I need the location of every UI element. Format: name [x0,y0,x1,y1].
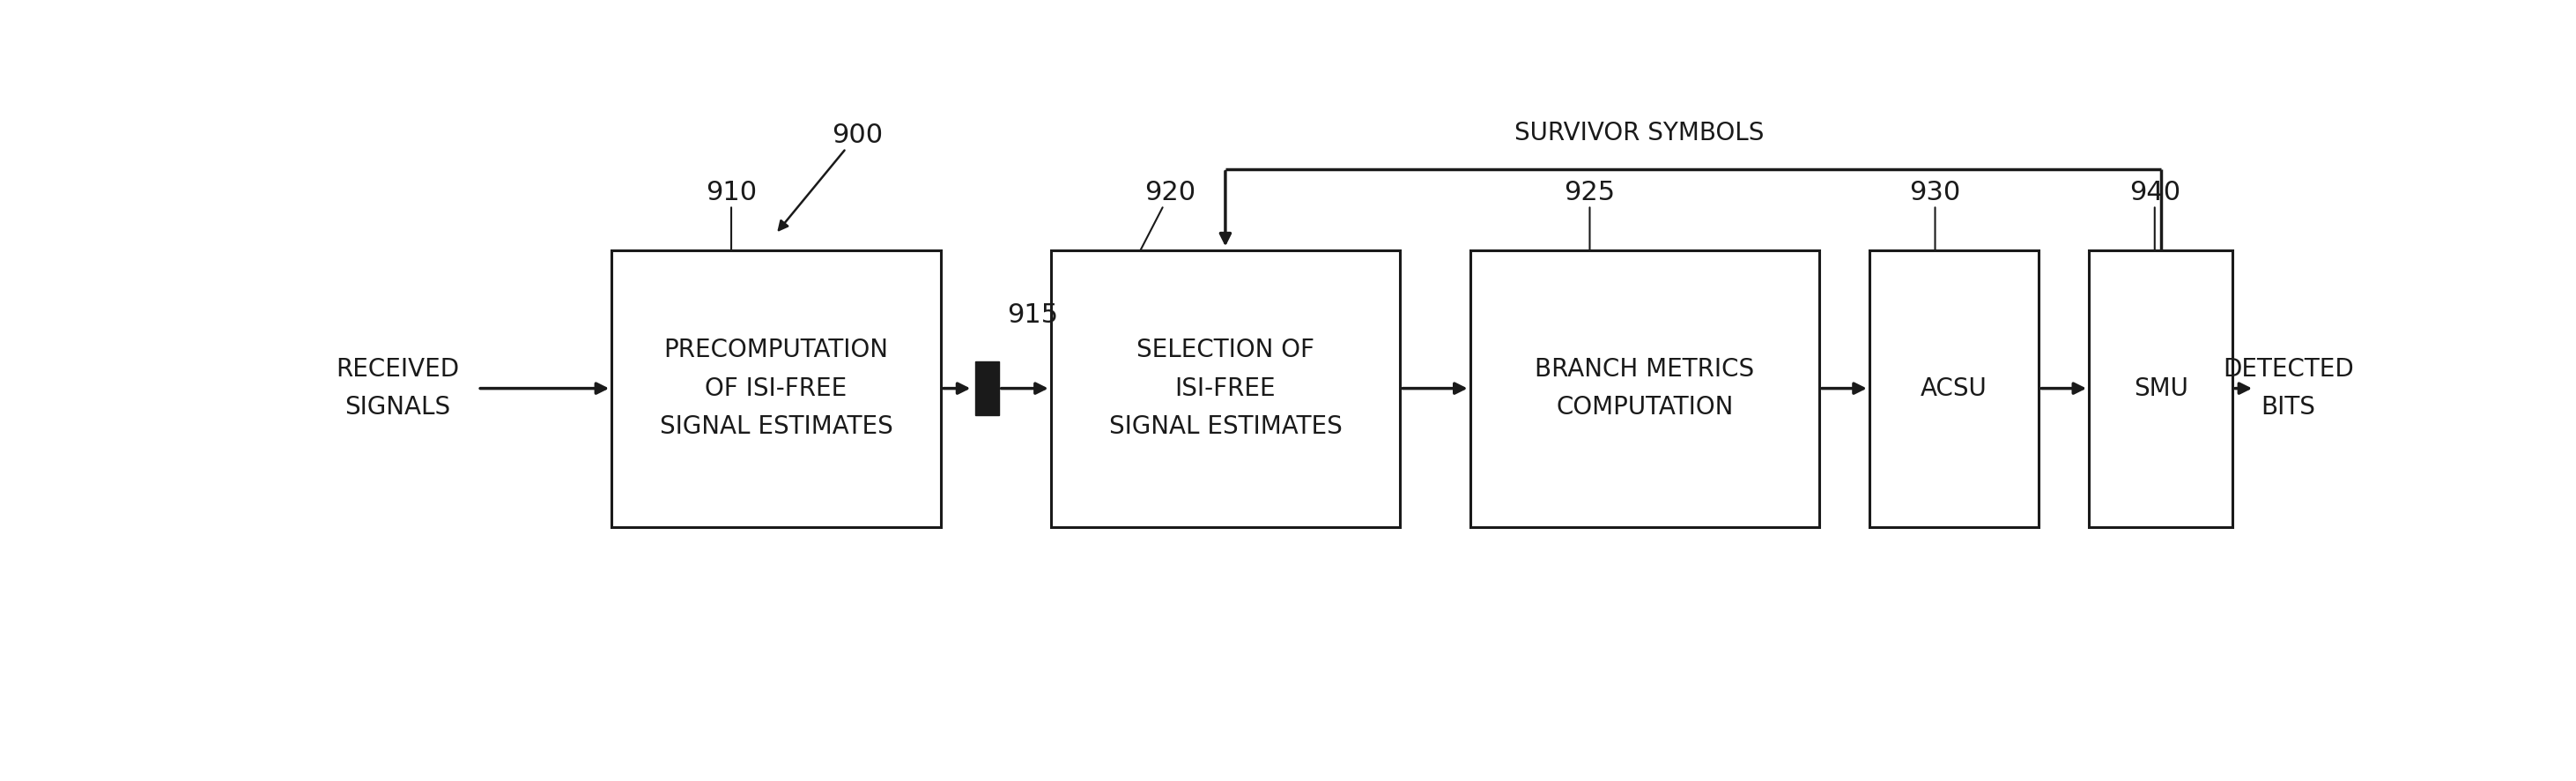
Text: 910: 910 [706,180,757,250]
Bar [2089,250,2233,526]
Text: SELECTION OF
ISI-FREE
SIGNAL ESTIMATES: SELECTION OF ISI-FREE SIGNAL ESTIMATES [1108,338,1342,439]
Bar [1870,250,2040,526]
Text: 920: 920 [1141,180,1195,250]
Text: 940: 940 [2130,180,2179,250]
Text: SMU: SMU [2133,376,2187,401]
Text: 925: 925 [1564,180,1615,250]
Text: RECEIVED
SIGNALS: RECEIVED SIGNALS [335,357,459,420]
Text: 900: 900 [778,123,884,230]
Bar [611,250,940,526]
Text: SURVIVOR SYMBOLS: SURVIVOR SYMBOLS [1515,120,1765,145]
Text: 915: 915 [1007,303,1059,328]
Text: 930: 930 [1909,180,1960,250]
Text: PRECOMPUTATION
OF ISI-FREE
SIGNAL ESTIMATES: PRECOMPUTATION OF ISI-FREE SIGNAL ESTIMA… [659,338,894,439]
Text: DETECTED
BITS: DETECTED BITS [2223,357,2354,420]
Text: BRANCH METRICS
COMPUTATION: BRANCH METRICS COMPUTATION [1535,357,1754,420]
Bar [974,362,999,415]
Bar [1471,250,1819,526]
Bar [1051,250,1401,526]
Text: ACSU: ACSU [1922,376,1989,401]
